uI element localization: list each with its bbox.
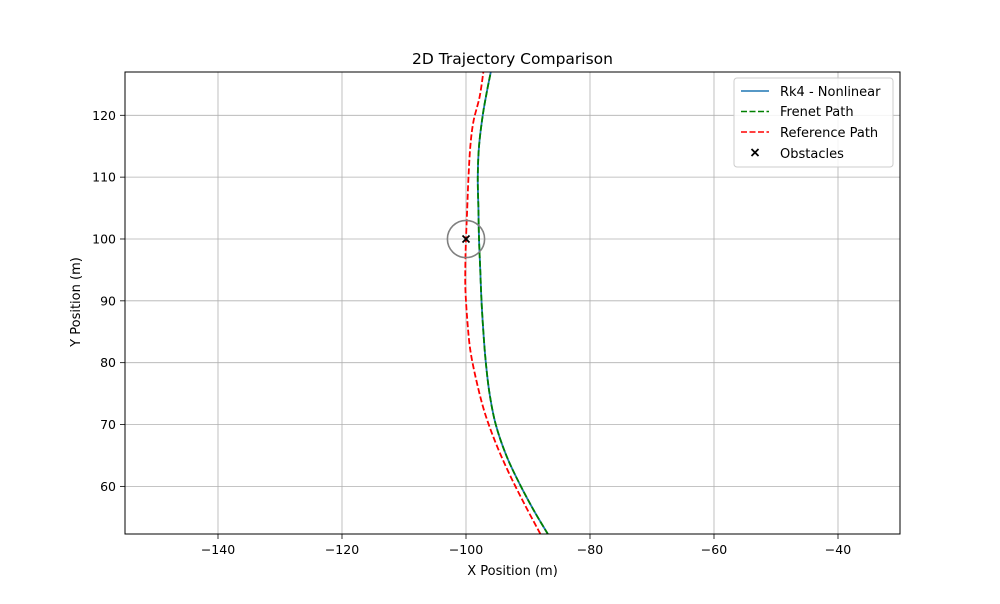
y-tick-label: 110	[92, 170, 116, 185]
legend-box	[733, 77, 894, 168]
legend-entry-rk4: Rk4 - Nonlinear	[741, 85, 881, 100]
x-tick-label: −40	[825, 542, 851, 557]
plot-frame	[124, 71, 901, 535]
x-tick-label: −60	[701, 542, 727, 557]
legend-entry-obstacles: Obstacles	[750, 147, 844, 162]
x-ticks: −140 −120 −100 −80 −60 −40	[201, 534, 851, 557]
x-tick-label: −80	[577, 542, 603, 557]
y-ticks: 60 70 80 90 100 110 120	[92, 108, 125, 494]
y-tick-label: 60	[100, 479, 116, 494]
legend-label-reference: Reference Path	[780, 126, 878, 141]
series-line-frenet	[476, 72, 549, 534]
obstacle-radius-circle	[446, 219, 486, 259]
y-tick-label: 90	[100, 293, 116, 308]
legend: Rk4 - Nonlinear Frenet Path Reference Pa…	[733, 77, 894, 168]
y-tick-label: 120	[92, 108, 116, 123]
legend-swatch-obstacles	[750, 148, 760, 157]
legend-label-rk4: Rk4 - Nonlinear	[780, 85, 881, 100]
y-axis-label: Y Position (m)	[69, 257, 84, 348]
legend-label-obstacles: Obstacles	[780, 147, 844, 162]
y-tick-label: 70	[100, 417, 116, 432]
series-line-reference	[464, 72, 542, 534]
y-tick-label: 80	[100, 355, 116, 370]
y-tick-label: 100	[92, 231, 116, 246]
x-tick-label: −140	[201, 542, 235, 557]
legend-entry-frenet: Frenet Path	[741, 105, 854, 120]
legend-label-frenet: Frenet Path	[780, 105, 854, 120]
obstacle-layer	[446, 219, 486, 259]
legend-entry-reference: Reference Path	[741, 126, 878, 141]
x-tick-label: −120	[325, 542, 359, 557]
obstacle-marker	[461, 234, 471, 244]
x-axis-label: X Position (m)	[467, 564, 558, 579]
series-layer	[464, 72, 549, 534]
x-tick-label: −100	[449, 542, 483, 557]
series-line-rk4	[476, 72, 549, 534]
chart-title: 2D Trajectory Comparison	[412, 50, 613, 68]
